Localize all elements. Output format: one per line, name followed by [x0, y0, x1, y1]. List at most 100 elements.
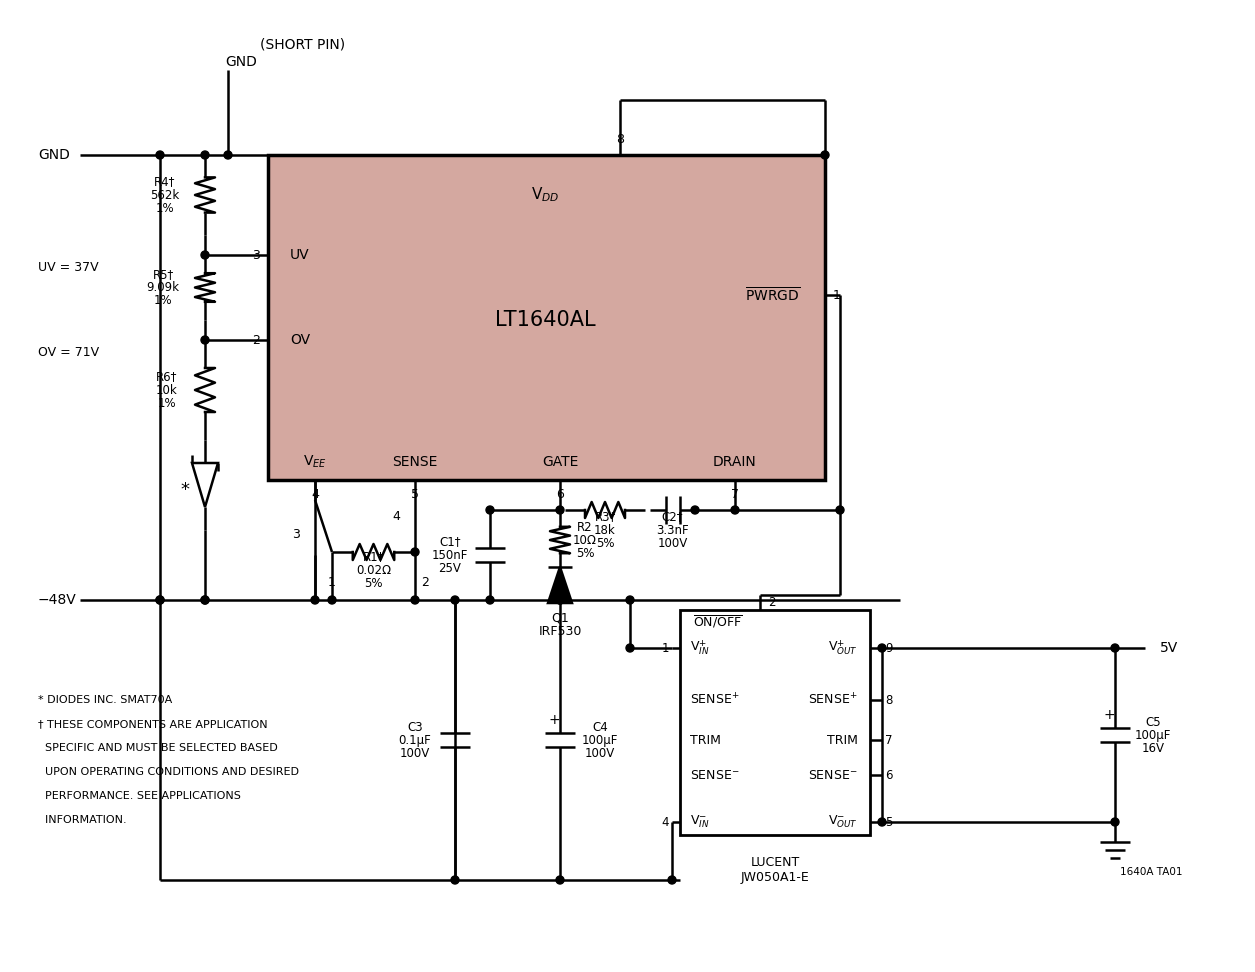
Bar: [269, 155, 825, 480]
Text: *: *: [181, 481, 190, 499]
Text: −48V: −48V: [38, 593, 77, 607]
Text: 1%: 1%: [158, 397, 176, 409]
Text: 100V: 100V: [585, 746, 615, 759]
Text: 18k: 18k: [594, 524, 616, 537]
Text: GND: GND: [38, 148, 70, 162]
Text: V$_{DD}$: V$_{DD}$: [531, 186, 560, 204]
Circle shape: [201, 596, 210, 604]
Text: 5%: 5%: [576, 546, 595, 560]
Polygon shape: [548, 567, 572, 603]
Circle shape: [311, 596, 319, 604]
Circle shape: [451, 596, 459, 604]
Circle shape: [878, 644, 886, 652]
Text: 7: 7: [730, 488, 739, 501]
Text: 2: 2: [252, 333, 260, 346]
Text: 25V: 25V: [438, 562, 462, 574]
Text: SENSE$^{+}$: SENSE$^{+}$: [808, 692, 858, 708]
Text: (SHORT PIN): (SHORT PIN): [260, 37, 345, 51]
Text: 5%: 5%: [364, 576, 383, 589]
Text: 10k: 10k: [156, 384, 178, 397]
Text: UPON OPERATING CONDITIONS AND DESIRED: UPON OPERATING CONDITIONS AND DESIRED: [38, 767, 299, 777]
Polygon shape: [192, 463, 218, 507]
Text: V$_{IN}^{+}$: V$_{IN}^{+}$: [690, 639, 709, 657]
Text: R4†: R4†: [154, 176, 176, 189]
Text: 4: 4: [661, 816, 669, 828]
Circle shape: [668, 876, 676, 884]
Circle shape: [556, 506, 563, 514]
Text: V$_{EE}$: V$_{EE}$: [302, 454, 328, 470]
Text: 7: 7: [885, 734, 892, 746]
Text: 4: 4: [311, 488, 319, 501]
Text: 1: 1: [661, 642, 669, 654]
Text: IRF530: IRF530: [538, 624, 581, 638]
Text: V$_{IN}^{-}$: V$_{IN}^{-}$: [690, 814, 709, 830]
Text: 0.02Ω: 0.02Ω: [356, 564, 392, 576]
Text: R3†: R3†: [595, 510, 616, 524]
Circle shape: [201, 336, 210, 344]
Circle shape: [201, 251, 210, 259]
Circle shape: [626, 644, 634, 652]
Text: 5%: 5%: [596, 537, 614, 549]
Text: $\overline{\rm PWRGD}$: $\overline{\rm PWRGD}$: [744, 286, 799, 304]
Text: GATE: GATE: [542, 455, 579, 469]
Circle shape: [730, 506, 739, 514]
Circle shape: [410, 596, 419, 604]
Text: 5: 5: [410, 488, 419, 501]
Text: * DIODES INC. SMAT70A: * DIODES INC. SMAT70A: [38, 695, 172, 705]
Text: 9: 9: [885, 642, 892, 654]
Text: TRIM: TRIM: [827, 734, 858, 746]
Circle shape: [486, 506, 494, 514]
Text: R6†: R6†: [157, 370, 178, 384]
Text: 1: 1: [328, 575, 336, 588]
Text: 3.3nF: 3.3nF: [656, 524, 689, 537]
Text: R1†: R1†: [363, 550, 384, 564]
Circle shape: [692, 506, 699, 514]
Text: UV: UV: [290, 248, 310, 262]
Text: OV: OV: [290, 333, 310, 347]
Text: C3: C3: [407, 720, 423, 734]
Text: SENSE$^{-}$: SENSE$^{-}$: [808, 769, 858, 781]
Text: 5: 5: [885, 816, 892, 828]
Text: C4: C4: [592, 720, 607, 734]
Text: 1%: 1%: [153, 294, 172, 307]
Text: LT1640AL: LT1640AL: [494, 310, 595, 330]
Text: DRAIN: DRAIN: [713, 455, 757, 469]
Text: 150nF: 150nF: [432, 548, 468, 562]
Text: 0.1μF: 0.1μF: [399, 734, 432, 746]
Text: C2†: C2†: [661, 510, 683, 524]
Text: 16V: 16V: [1142, 742, 1165, 754]
Text: † THESE COMPONENTS ARE APPLICATION: † THESE COMPONENTS ARE APPLICATION: [38, 719, 267, 729]
Text: 3: 3: [252, 249, 260, 261]
Circle shape: [821, 151, 830, 159]
Text: $\overline{\rm ON/OFF}$: $\overline{\rm ON/OFF}$: [693, 613, 743, 630]
Text: R2: R2: [577, 520, 592, 534]
Text: R5†: R5†: [152, 268, 173, 281]
Text: 1: 1: [833, 289, 841, 301]
Text: 6: 6: [885, 769, 892, 781]
Circle shape: [486, 596, 494, 604]
Circle shape: [556, 596, 563, 604]
Text: 5V: 5V: [1160, 641, 1178, 655]
Text: OV = 71V: OV = 71V: [38, 345, 99, 359]
Text: 1640A TA01: 1640A TA01: [1119, 867, 1182, 877]
Circle shape: [451, 876, 459, 884]
Text: 2: 2: [422, 575, 429, 588]
Text: LUCENT: LUCENT: [750, 855, 799, 869]
Text: INFORMATION.: INFORMATION.: [38, 815, 127, 825]
Circle shape: [556, 876, 563, 884]
Text: +: +: [1103, 708, 1114, 722]
Text: 4: 4: [392, 509, 400, 523]
Text: 10Ω: 10Ω: [574, 534, 597, 546]
Text: C1†: C1†: [439, 536, 461, 548]
Text: 9.09k: 9.09k: [147, 281, 179, 294]
Circle shape: [156, 596, 164, 604]
Bar: [680, 610, 870, 835]
Text: UV = 37V: UV = 37V: [38, 260, 99, 273]
Text: 2: 2: [768, 596, 776, 608]
Text: JW050A1-E: JW050A1-E: [740, 871, 809, 884]
Circle shape: [201, 596, 210, 604]
Text: +: +: [548, 713, 560, 727]
Text: PERFORMANCE. SEE APPLICATIONS: PERFORMANCE. SEE APPLICATIONS: [38, 791, 241, 801]
Circle shape: [1111, 818, 1119, 826]
Text: C5: C5: [1146, 715, 1161, 728]
